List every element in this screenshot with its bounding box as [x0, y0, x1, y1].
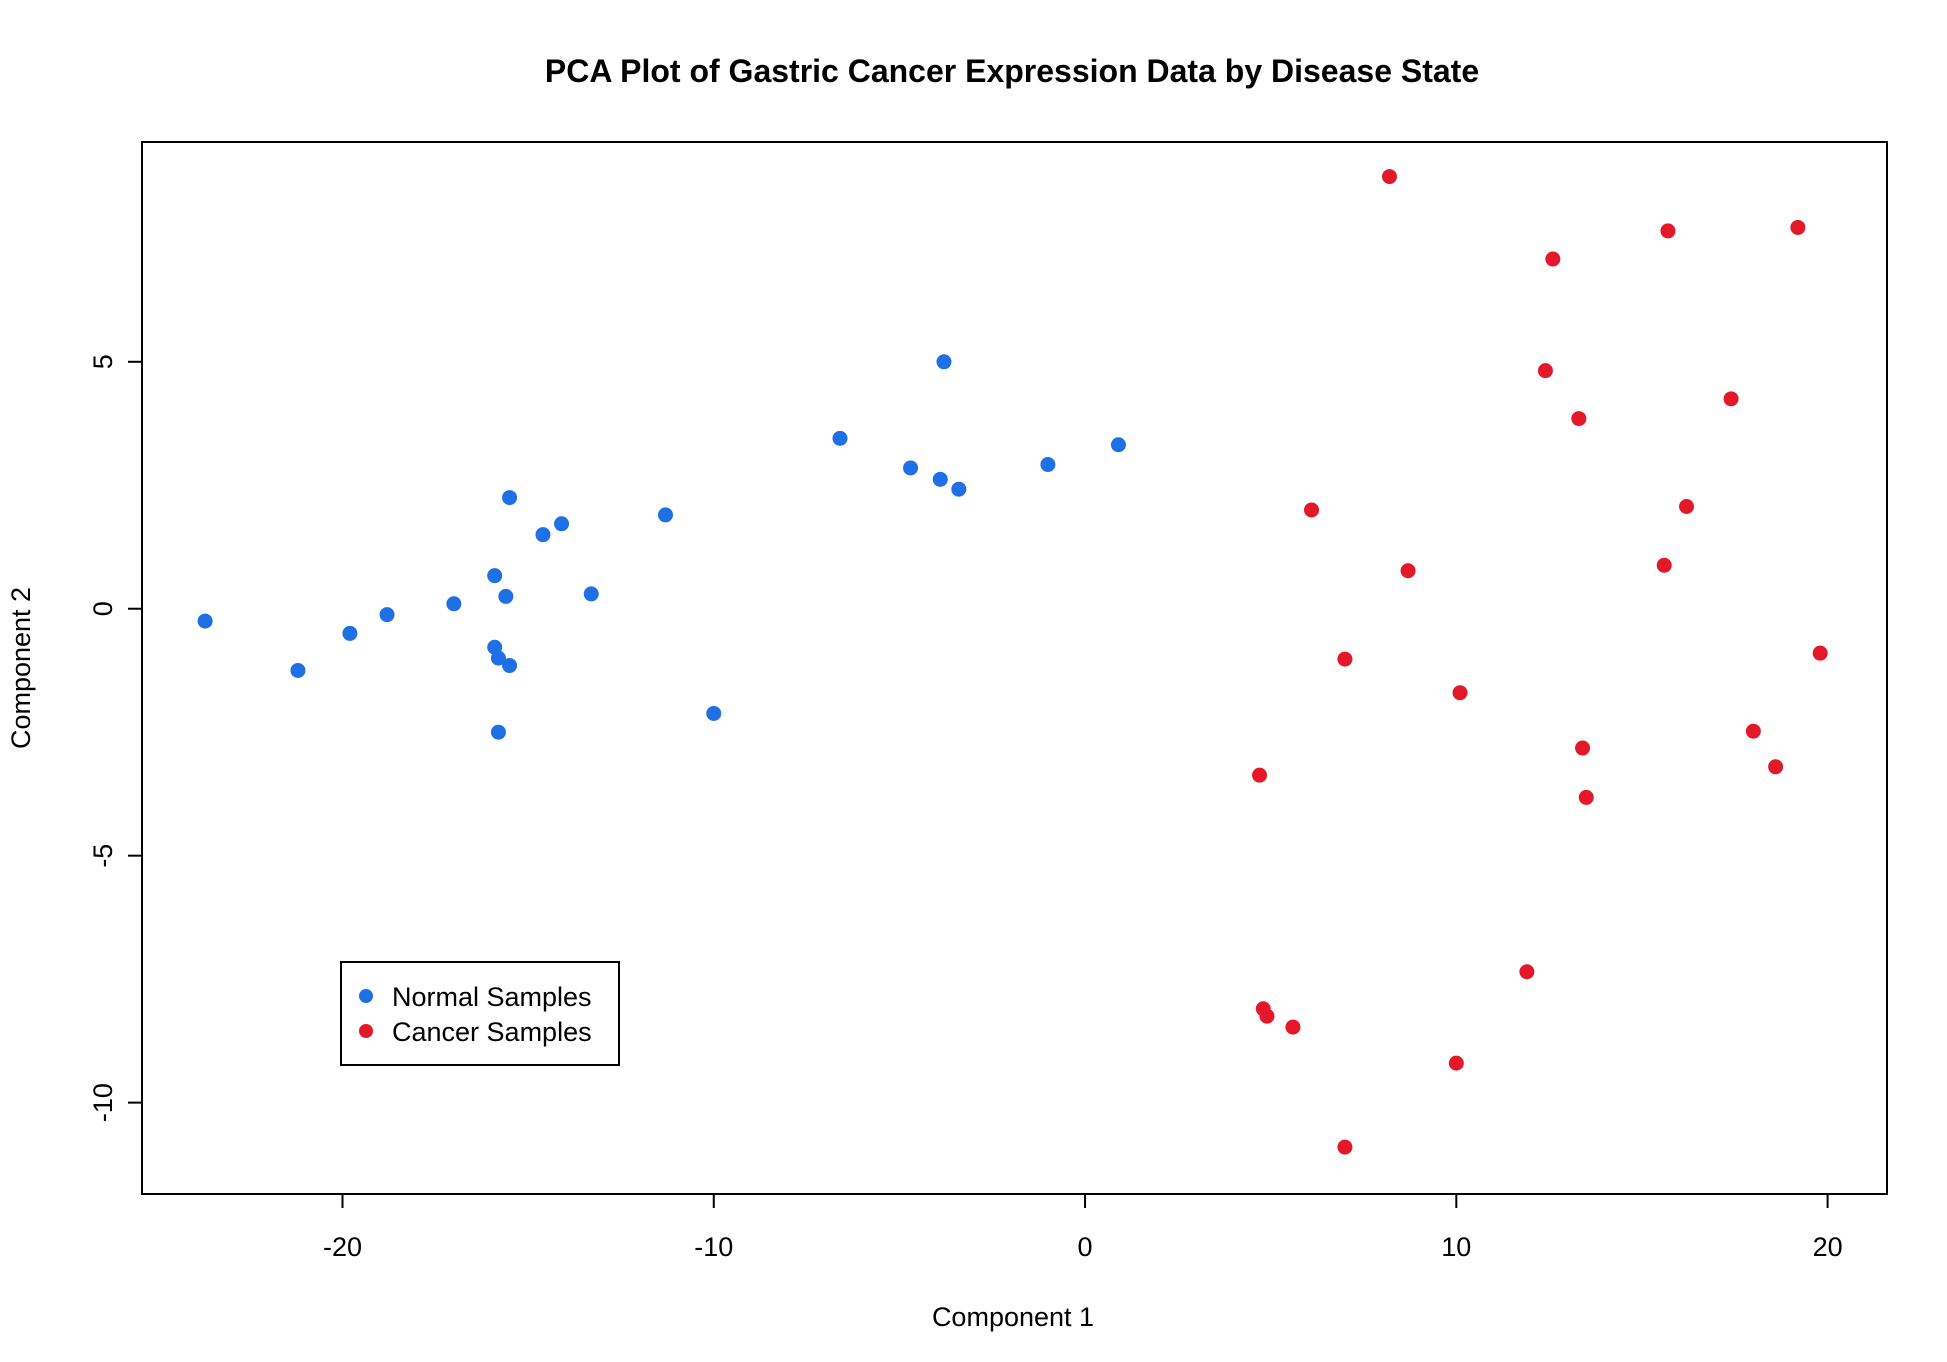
data-point-cancer: [1745, 723, 1761, 739]
y-tick-label: -5: [88, 844, 118, 868]
legend: Normal Samples Cancer Samples: [340, 961, 620, 1066]
data-point-cancer: [1337, 651, 1353, 667]
data-point-cancer: [1519, 964, 1535, 980]
data-point-cancer: [1285, 1019, 1301, 1035]
legend-label-normal: Normal Samples: [392, 982, 592, 1012]
data-point-cancer: [1575, 740, 1591, 756]
data-point-cancer: [1790, 219, 1806, 235]
legend-marker-cancer: [359, 1024, 373, 1038]
data-point-normal: [951, 481, 967, 497]
data-point-cancer: [1545, 251, 1561, 267]
y-tick-label: -10: [88, 1083, 118, 1122]
data-point-normal: [290, 662, 306, 678]
x-axis-label: Component 1: [932, 1302, 1094, 1332]
data-point-normal: [903, 460, 919, 476]
data-point-cancer: [1381, 169, 1397, 185]
data-point-normal: [379, 607, 395, 623]
data-point-normal: [197, 613, 213, 629]
data-point-cancer: [1768, 759, 1784, 775]
x-tick-label: 10: [1441, 1232, 1471, 1262]
chart-title: PCA Plot of Gastric Cancer Expression Da…: [545, 53, 1479, 89]
data-point-normal: [554, 516, 570, 532]
data-point-cancer: [1660, 223, 1676, 239]
y-tick-label: 5: [88, 354, 118, 369]
data-point-cancer: [1252, 767, 1268, 783]
data-point-normal: [936, 354, 952, 370]
x-tick-label: -10: [694, 1232, 733, 1262]
legend-label-cancer: Cancer Samples: [392, 1017, 592, 1047]
data-point-normal: [1040, 457, 1056, 473]
data-point-normal: [490, 724, 506, 740]
data-point-normal: [535, 527, 551, 543]
x-tick-label: 20: [1813, 1232, 1843, 1262]
data-point-normal: [932, 471, 948, 487]
data-point-cancer: [1723, 391, 1739, 407]
x-tick-label: 0: [1078, 1232, 1093, 1262]
data-point-normal: [487, 568, 503, 584]
data-point-normal: [446, 596, 462, 612]
data-point-normal: [490, 650, 506, 666]
legend-box: [340, 961, 620, 1066]
data-point-normal: [706, 705, 722, 721]
data-point-cancer: [1578, 789, 1594, 805]
data-point-normal: [583, 586, 599, 602]
y-axis: -10 -5 0 5: [88, 354, 143, 1122]
x-axis: -20 -10 0 10 20: [323, 1193, 1843, 1262]
data-point-cancer: [1679, 498, 1695, 514]
data-point-normal: [658, 507, 673, 523]
x-tick-label: -20: [323, 1232, 362, 1262]
data-point-normal: [502, 490, 518, 506]
data-point-normal: [1110, 437, 1126, 453]
data-point-normal: [832, 430, 848, 446]
data-point-cancer: [1656, 557, 1672, 573]
legend-marker-normal: [359, 989, 373, 1003]
data-points: [197, 169, 1828, 1155]
data-point-normal: [498, 588, 514, 604]
data-point-cancer: [1259, 1008, 1275, 1024]
y-axis-label: Component 2: [6, 587, 36, 749]
data-point-cancer: [1400, 563, 1416, 579]
data-point-cancer: [1571, 411, 1587, 427]
data-point-normal: [342, 625, 358, 641]
data-point-normal: [502, 658, 518, 674]
data-point-cancer: [1452, 685, 1468, 701]
data-point-cancer: [1812, 645, 1828, 661]
data-point-cancer: [1304, 502, 1320, 518]
y-tick-label: 0: [88, 601, 118, 616]
data-point-cancer: [1337, 1139, 1353, 1155]
data-point-cancer: [1448, 1055, 1464, 1071]
data-point-cancer: [1537, 363, 1553, 379]
